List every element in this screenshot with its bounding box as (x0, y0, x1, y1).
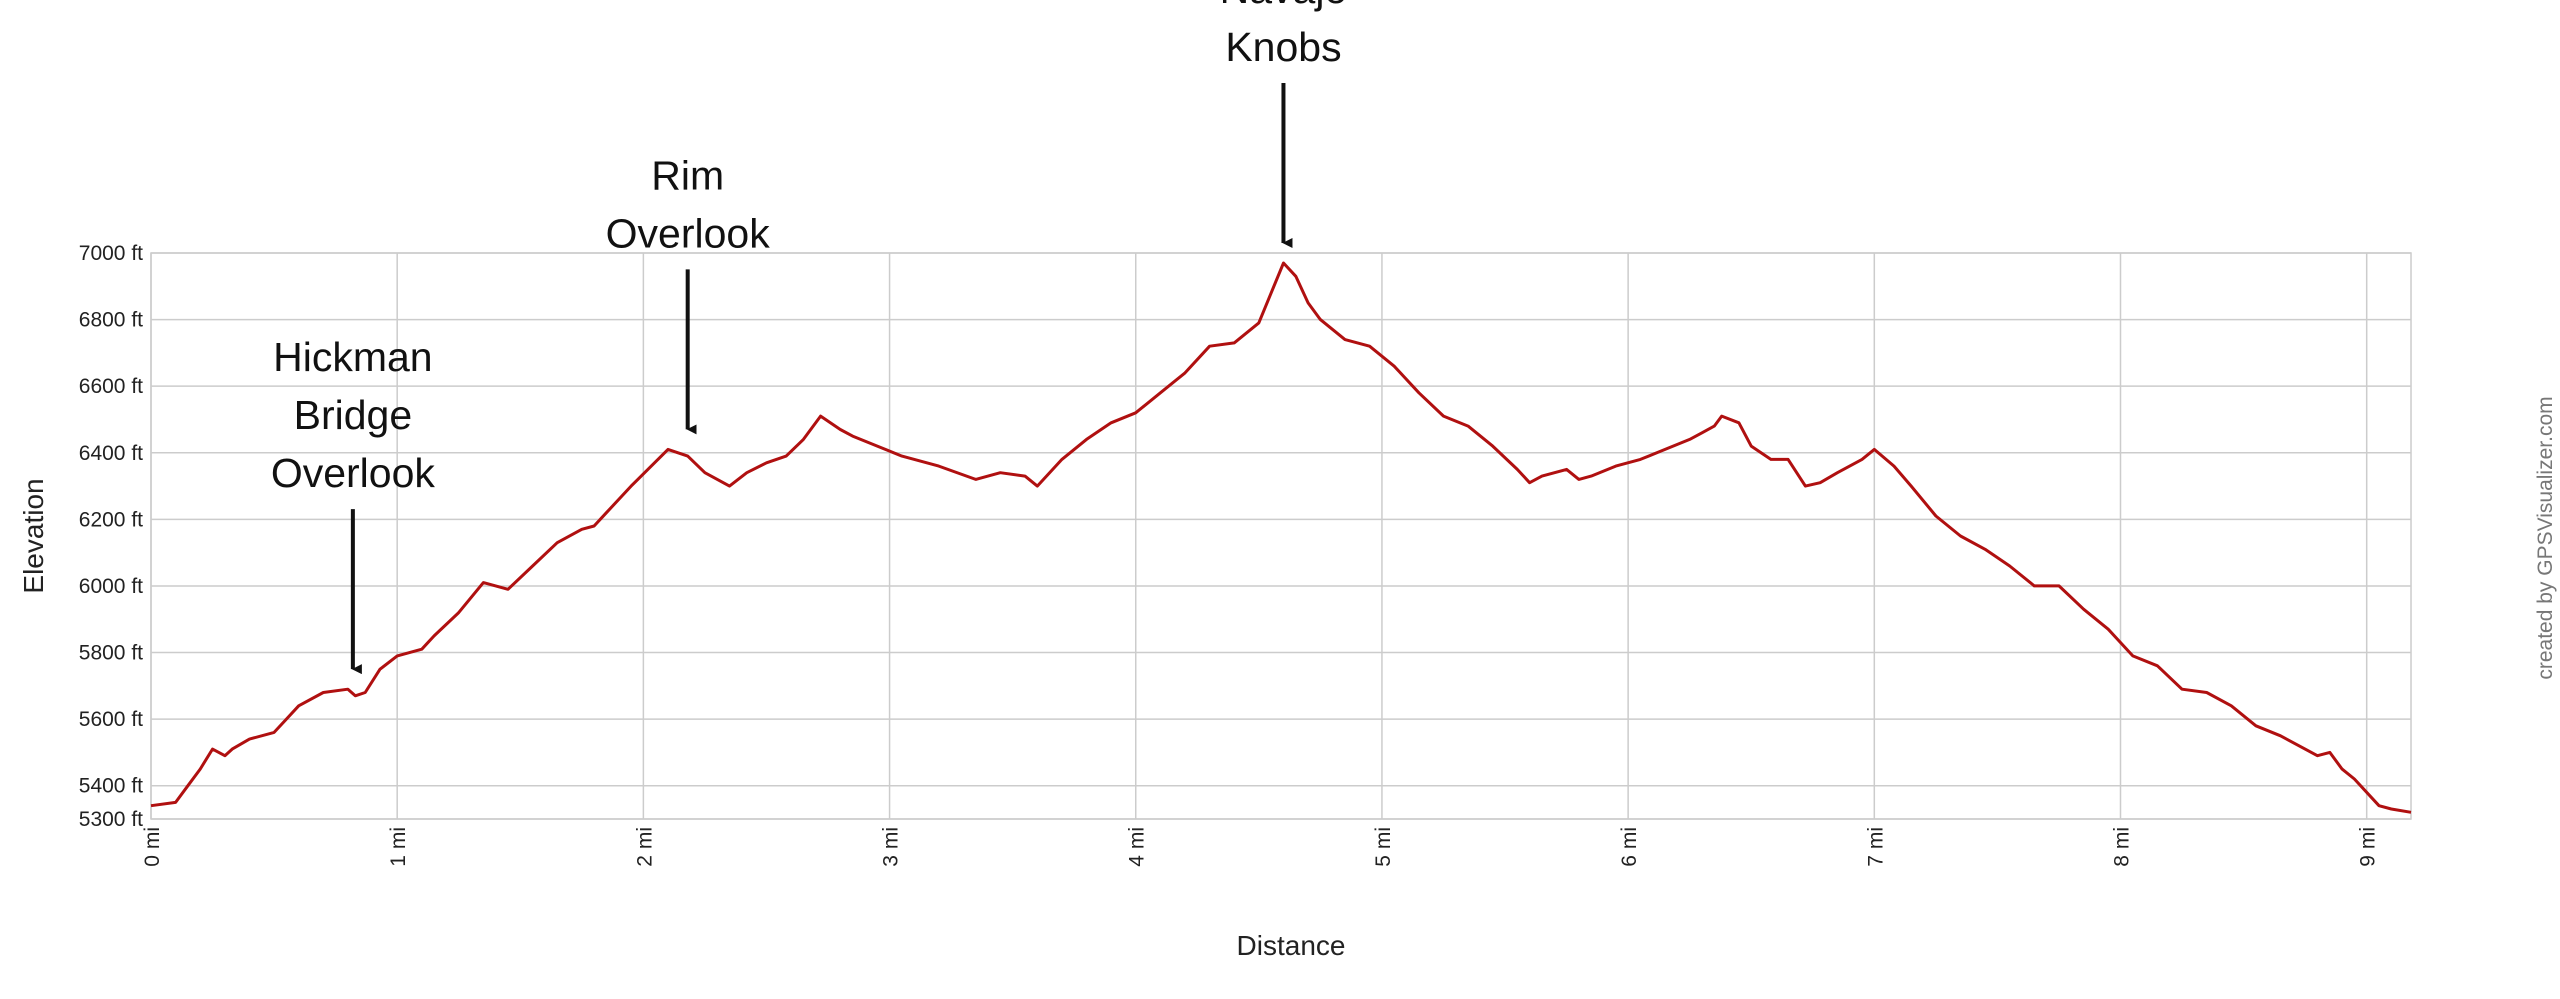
grid (150, 252, 2412, 820)
x-tick-label: 6 mi (1618, 827, 1641, 867)
x-tick-label: 8 mi (2110, 827, 2133, 867)
credit-label: created by GPSVisualizer.com (2534, 396, 2557, 679)
elevation-series-line (150, 261, 2412, 814)
x-tick-label: 0 mi (141, 827, 164, 867)
y-tick-label: 6800 ft (79, 309, 143, 332)
y-axis-title: Elevation (18, 478, 49, 593)
annotation-label: Hickman Bridge Overlook (271, 334, 436, 496)
y-tick-label: 6000 ft (79, 575, 143, 598)
x-tick-label: 5 mi (1372, 827, 1395, 867)
x-tick-label: 9 mi (2357, 827, 2380, 867)
y-tick-label: 6400 ft (79, 442, 143, 465)
x-tick-label: 7 mi (1864, 827, 1887, 867)
y-tick-label: 5600 ft (79, 708, 143, 731)
x-axis-title: Distance (1237, 930, 1346, 961)
y-tick-label: 5400 ft (79, 775, 143, 798)
annotation-label: Rim Overlook (606, 152, 771, 256)
y-tick-label: 5800 ft (79, 642, 143, 665)
y-tick-label: 6600 ft (79, 375, 143, 398)
x-tick-label: 1 mi (387, 827, 410, 867)
axes: 5300 ft 5400 ft 5600 ft 5800 ft 6000 ft 6200 … (79, 242, 2380, 867)
x-tick-label: 2 mi (633, 827, 656, 867)
series-layer (150, 261, 2412, 814)
y-tick-label: 5300 ft (79, 808, 143, 831)
plot-area-frame (150, 252, 2412, 820)
y-tick-label: 6200 ft (79, 508, 143, 531)
x-tick-label: 3 mi (880, 827, 903, 867)
y-tick-label: 7000 ft (79, 242, 143, 265)
x-tick-label: 4 mi (1126, 827, 1149, 867)
annotation-label: NavajoKnobs (1220, 0, 1348, 70)
